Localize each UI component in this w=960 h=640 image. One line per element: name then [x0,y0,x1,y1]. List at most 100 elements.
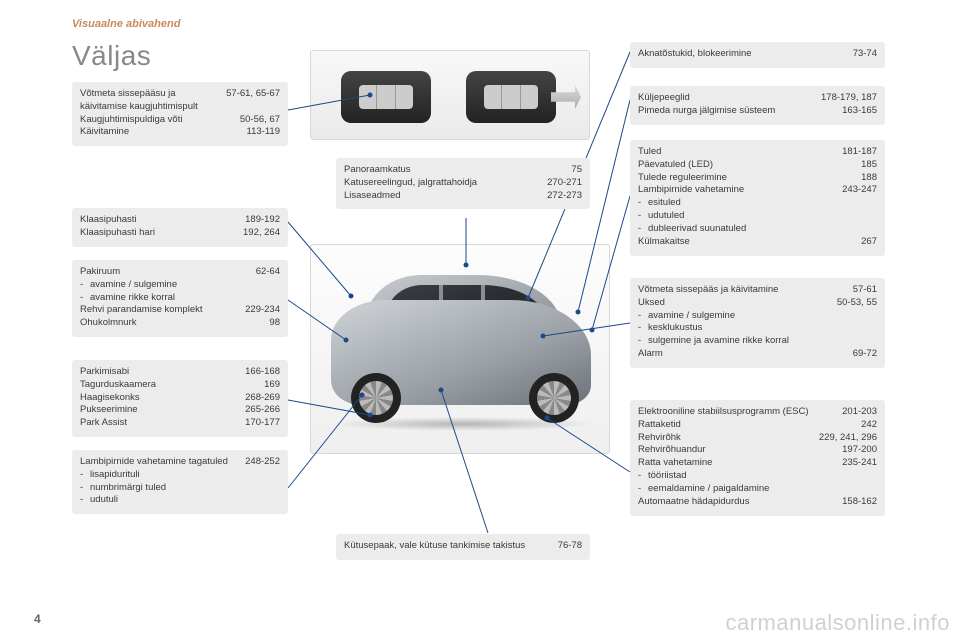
page-number: 4 [34,612,41,626]
info-box: Aknatõstukid, blokeerimine73-74 [630,42,885,68]
row-label: Rehvi parandamise komplekt [80,304,245,317]
info-box: Panoraamkatus75Katusereelingud, jalgratt… [336,158,590,209]
info-row: Käivitamine113-119 [80,126,280,139]
info-row: Haagisekonks268-269 [80,392,280,405]
row-pages: 185 [861,159,877,172]
row-label: Rehvirõhuandur [638,444,842,457]
info-row: Katusereelingud, jalgrattahoidja270-271 [344,177,582,190]
info-row: Parkimisabi166-168 [80,366,280,379]
info-row: Tagurduskaamera169 [80,379,280,392]
row-pages: 267 [861,236,877,249]
page-title: Väljas [72,40,151,72]
row-pages: 243-247 [842,184,877,197]
info-row: Lambipirnide vahetamine tagatuled248-252 [80,456,280,469]
row-pages: 98 [269,317,280,330]
row-pages: 235-241 [842,457,877,470]
sub-item: kesklukustus [638,322,877,335]
row-label: Võtmeta sissepääsu ja käivitamise kaugju… [80,88,226,114]
row-pages: 265-266 [245,404,280,417]
sub-item: numbrimärgi tuled [80,482,280,495]
row-pages: 166-168 [245,366,280,379]
sub-item: udutuled [638,210,877,223]
watermark: carmanualsonline.info [725,610,950,636]
row-pages: 69-72 [853,348,877,361]
row-pages: 75 [571,164,582,177]
row-label: Rehvirõhk [638,432,819,445]
sub-item: udutuli [80,494,280,507]
row-pages: 248-252 [245,456,280,469]
row-label: Päevatuled (LED) [638,159,861,172]
row-label: Haagisekonks [80,392,245,405]
info-box: Kütusepaak, vale kütuse tankimise takist… [336,534,590,560]
info-box: Pakiruum62-64avamine / sulgemineavamine … [72,260,288,337]
row-label: Uksed [638,297,837,310]
row-label: Rattaketid [638,419,861,432]
info-row: Automaatne hädapidurdus158-162 [638,496,877,509]
car-illustration [310,244,610,454]
info-row: Pukseerimine265-266 [80,404,280,417]
row-label: Park Assist [80,417,245,430]
info-row: Pimeda nurga jälgimise süsteem163-165 [638,105,877,118]
row-pages: 50-56, 67 [240,114,280,127]
row-pages: 268-269 [245,392,280,405]
info-row: Panoraamkatus75 [344,164,582,177]
sub-item: lisapidurituli [80,469,280,482]
sub-item: avamine / sulgemine [638,310,877,323]
info-row: Ratta vahetamine235-241 [638,457,877,470]
info-row: Võtmeta sissepääsu ja käivitamise kaugju… [80,88,280,114]
row-pages: 270-271 [547,177,582,190]
info-row: Elektrooniline stabiilsusprogramm (ESC)2… [638,406,877,419]
info-box: Võtmeta sissepääsu ja käivitamise kaugju… [72,82,288,146]
row-label: Tulede reguleerimine [638,172,861,185]
info-box: Elektrooniline stabiilsusprogramm (ESC)2… [630,400,885,516]
info-row: Kütusepaak, vale kütuse tankimise takist… [344,540,582,553]
info-row: Külmakaitse267 [638,236,877,249]
row-pages: 181-187 [842,146,877,159]
row-label: Võtmeta sissepääs ja käivitamine [638,284,853,297]
row-pages: 163-165 [842,105,877,118]
info-row: Rattaketid242 [638,419,877,432]
info-row: Klaasipuhasti hari192, 264 [80,227,280,240]
info-row: Lisaseadmed272-273 [344,190,582,203]
info-row: Päevatuled (LED)185 [638,159,877,172]
row-pages: 189-192 [245,214,280,227]
info-row: Klaasipuhasti189-192 [80,214,280,227]
row-label: Lambipirnide vahetamine tagatuled [80,456,245,469]
info-row: Uksed50-53, 55 [638,297,877,310]
row-label: Ratta vahetamine [638,457,842,470]
keyfob-illustration [310,50,590,140]
row-label: Ohukolmnurk [80,317,269,330]
info-row: Rehvirõhk229, 241, 296 [638,432,877,445]
info-box: Küljepeeglid178-179, 187Pimeda nurga jäl… [630,86,885,125]
row-pages: 169 [264,379,280,392]
row-label: Pukseerimine [80,404,245,417]
info-box: Võtmeta sissepääs ja käivitamine57-61Uks… [630,278,885,368]
row-pages: 57-61 [853,284,877,297]
row-label: Küljepeeglid [638,92,821,105]
info-row: Pakiruum62-64 [80,266,280,279]
sub-item: avamine / sulgemine [80,279,280,292]
row-pages: 62-64 [256,266,280,279]
row-label: Käivitamine [80,126,247,139]
row-label: Alarm [638,348,853,361]
row-label: Lambipirnide vahetamine [638,184,842,197]
info-row: Rehvi parandamise komplekt229-234 [80,304,280,317]
row-label: Lisaseadmed [344,190,547,203]
row-label: Klaasipuhasti [80,214,245,227]
info-row: Lambipirnide vahetamine243-247 [638,184,877,197]
row-pages: 188 [861,172,877,185]
row-label: Aknatõstukid, blokeerimine [638,48,853,61]
info-row: Aknatõstukid, blokeerimine73-74 [638,48,877,61]
info-box: Klaasipuhasti189-192Klaasipuhasti hari19… [72,208,288,247]
info-box: Lambipirnide vahetamine tagatuled248-252… [72,450,288,514]
row-pages: 50-53, 55 [837,297,877,310]
row-label: Klaasipuhasti hari [80,227,243,240]
sub-item: sulgemine ja avamine rikke korral [638,335,877,348]
row-label: Automaatne hädapidurdus [638,496,842,509]
row-label: Tagurduskaamera [80,379,264,392]
row-label: Pimeda nurga jälgimise süsteem [638,105,842,118]
row-pages: 113-119 [247,126,280,139]
row-pages: 229, 241, 296 [819,432,877,445]
row-pages: 201-203 [842,406,877,419]
row-pages: 272-273 [547,190,582,203]
